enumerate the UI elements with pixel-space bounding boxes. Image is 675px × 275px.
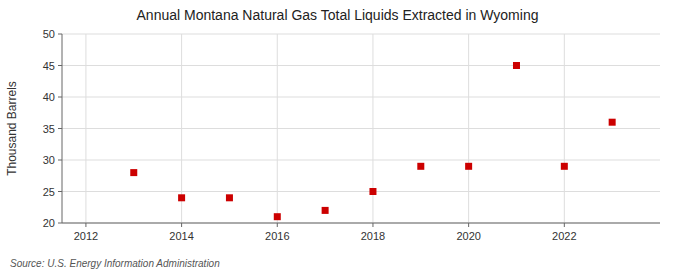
tick-label-x: 2012 bbox=[74, 230, 98, 242]
tick-x bbox=[468, 223, 469, 227]
point bbox=[465, 163, 472, 170]
tick-y bbox=[58, 97, 62, 98]
point bbox=[274, 213, 281, 220]
grid-line-x bbox=[85, 34, 86, 223]
tick-label-x: 2020 bbox=[456, 230, 480, 242]
tick-x bbox=[372, 223, 373, 227]
point bbox=[561, 163, 568, 170]
grid-line-x bbox=[564, 34, 565, 223]
tick-y bbox=[58, 223, 62, 224]
tick-label-y: 25 bbox=[43, 186, 55, 198]
grid-line-y bbox=[62, 34, 660, 35]
tick-label-x: 2018 bbox=[361, 230, 385, 242]
tick-label-y: 35 bbox=[43, 123, 55, 135]
title: Annual Montana Natural Gas Total Liquids… bbox=[137, 7, 539, 23]
point bbox=[513, 62, 520, 69]
grid-line-y bbox=[62, 65, 660, 66]
point bbox=[226, 194, 233, 201]
tick-label-y: 45 bbox=[43, 60, 55, 72]
tick-y bbox=[58, 128, 62, 129]
grid-line-x bbox=[277, 34, 278, 223]
chart: Annual Montana Natural Gas Total Liquids… bbox=[0, 0, 675, 275]
tick-label-x: 2016 bbox=[265, 230, 289, 242]
y-axis-label: Thousand Barrels bbox=[5, 81, 19, 176]
tick-label-x: 2014 bbox=[169, 230, 193, 242]
tick-x bbox=[277, 223, 278, 227]
point bbox=[322, 207, 329, 214]
tick-x bbox=[181, 223, 182, 227]
tick-y bbox=[58, 160, 62, 161]
tick-label-y: 40 bbox=[43, 91, 55, 103]
point bbox=[178, 194, 185, 201]
point bbox=[609, 119, 616, 126]
point bbox=[130, 169, 137, 176]
grid-line-y bbox=[62, 191, 660, 192]
point bbox=[369, 188, 376, 195]
grid-line-x bbox=[468, 34, 469, 223]
tick-y bbox=[58, 65, 62, 66]
tick-label-y: 50 bbox=[43, 28, 55, 40]
source: Source: U.S. Energy Information Administ… bbox=[10, 258, 220, 269]
grid-line-y bbox=[62, 223, 660, 224]
grid-line-y bbox=[62, 97, 660, 98]
tick-label-y: 20 bbox=[43, 217, 55, 229]
y-axis-line bbox=[62, 34, 63, 223]
tick-x bbox=[564, 223, 565, 227]
grid-line-y bbox=[62, 160, 660, 161]
axes: 20 25 30 35 40 45 50 2012 2014 2016 2018 2020 2022 bbox=[43, 28, 660, 242]
points bbox=[130, 62, 615, 220]
tick-label-x: 2022 bbox=[552, 230, 576, 242]
x-axis-line bbox=[62, 223, 660, 224]
tick-label-y: 30 bbox=[43, 154, 55, 166]
tick-x bbox=[85, 223, 86, 227]
grid bbox=[62, 34, 660, 223]
tick-y bbox=[58, 34, 62, 35]
tick-y bbox=[58, 191, 62, 192]
grid-line-y bbox=[62, 128, 660, 129]
point bbox=[417, 163, 424, 170]
